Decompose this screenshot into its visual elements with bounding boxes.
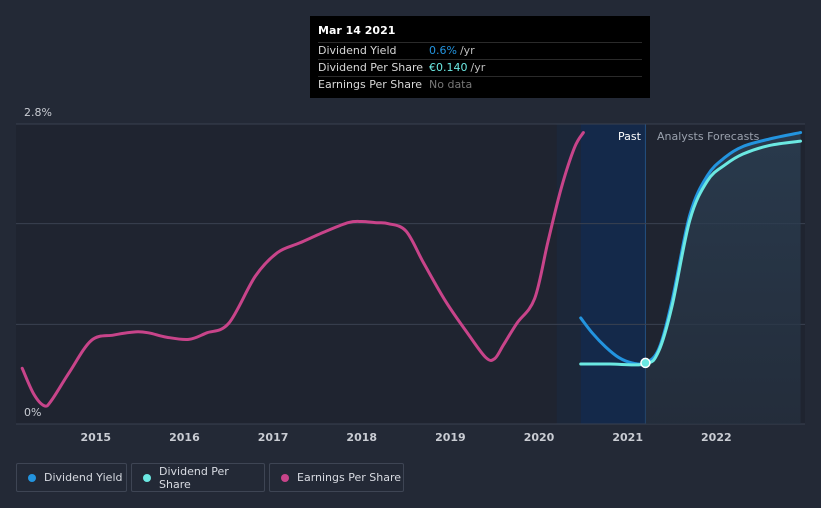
- tooltip-row-dividend-per-share: Dividend Per Share €0.140 /yr: [318, 59, 642, 76]
- forecast-label: Analysts Forecasts: [657, 130, 760, 143]
- tooltip-value: No data: [429, 78, 473, 91]
- x-tick-label: 2016: [169, 431, 200, 444]
- history-band: [556, 124, 581, 424]
- x-tick-label: 2015: [80, 431, 112, 444]
- legend-label: Dividend Per Share: [159, 464, 229, 491]
- x-tick-label: 2017: [257, 431, 289, 444]
- legend-dot-icon: [281, 473, 289, 482]
- legend-dot-icon: [28, 473, 36, 482]
- legend-dividend-yield[interactable]: Dividend Yield: [16, 463, 127, 492]
- past-label: Past: [618, 130, 641, 143]
- legend-earnings-per-share[interactable]: Earnings Per Share: [269, 463, 404, 492]
- tooltip-label: Dividend Yield: [318, 44, 397, 57]
- tooltip-label: Earnings Per Share: [318, 78, 423, 91]
- tooltip-row-dividend-yield: Dividend Yield 0.6% /yr: [318, 42, 642, 59]
- tooltip-unit: /yr: [459, 44, 475, 57]
- tooltip-unit: /yr: [470, 61, 486, 74]
- x-tick-label: 2019: [435, 431, 466, 444]
- legend-dot-icon: [143, 473, 151, 482]
- y-axis-top-label: 2.8%: [24, 106, 52, 119]
- x-tick-label: 2018: [346, 431, 378, 444]
- tooltip-value: 0.6%: [429, 44, 457, 57]
- legend-label: Dividend Yield: [44, 471, 123, 484]
- tooltip-date: Mar 14 2021: [318, 24, 396, 37]
- past-band: [580, 124, 646, 424]
- legend-dividend-per-share[interactable]: Dividend Per Share: [131, 463, 265, 492]
- highlight-point: [640, 357, 651, 369]
- x-tick-label: 2022: [701, 431, 732, 444]
- series-line-dividend-per-share: [579, 139, 803, 367]
- legend-label: Earnings Per Share: [297, 471, 402, 484]
- x-tick-label: 2021: [612, 431, 643, 444]
- series-line-earnings-per-share: [20, 131, 585, 408]
- y-axis-bottom-label: 0%: [24, 406, 42, 419]
- tooltip: Mar 14 2021 Dividend Yield 0.6% /yr Divi…: [310, 16, 650, 98]
- tooltip-value: €0.140: [429, 61, 468, 74]
- tooltip-row-earnings-per-share: Earnings Per Share No data: [318, 76, 642, 93]
- forecast-area: [645, 132, 801, 425]
- tooltip-label: Dividend Per Share: [318, 61, 424, 74]
- x-tick-label: 2020: [523, 431, 555, 444]
